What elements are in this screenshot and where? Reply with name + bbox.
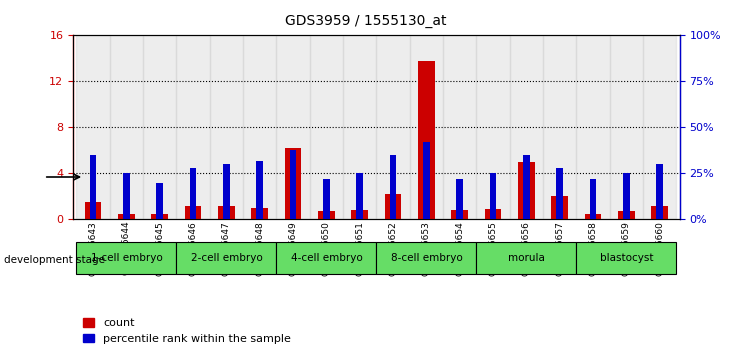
Bar bbox=[623, 173, 630, 219]
Bar bbox=[318, 211, 335, 219]
Bar bbox=[123, 173, 130, 219]
Bar bbox=[289, 149, 297, 219]
Bar bbox=[477, 242, 577, 274]
Bar bbox=[510, 35, 543, 219]
Bar bbox=[223, 164, 230, 219]
Bar bbox=[376, 35, 410, 219]
Bar bbox=[485, 209, 501, 219]
Bar bbox=[577, 242, 676, 274]
Bar bbox=[610, 35, 643, 219]
Text: 2-cell embryo: 2-cell embryo bbox=[191, 253, 262, 263]
Bar bbox=[310, 35, 343, 219]
Bar bbox=[285, 148, 301, 219]
Bar bbox=[357, 173, 363, 219]
Bar bbox=[90, 155, 96, 219]
Bar bbox=[85, 202, 102, 219]
Bar bbox=[251, 208, 268, 219]
Bar bbox=[385, 194, 401, 219]
Bar bbox=[651, 206, 668, 219]
Bar bbox=[477, 35, 510, 219]
Text: GDS3959 / 1555130_at: GDS3959 / 1555130_at bbox=[285, 14, 446, 28]
Bar bbox=[443, 35, 477, 219]
Bar bbox=[151, 214, 168, 219]
Bar bbox=[577, 35, 610, 219]
Bar bbox=[376, 242, 477, 274]
Bar bbox=[77, 242, 176, 274]
Bar bbox=[410, 35, 443, 219]
Bar bbox=[643, 35, 676, 219]
Bar bbox=[176, 242, 276, 274]
Text: 4-cell embryo: 4-cell embryo bbox=[291, 253, 363, 263]
Bar bbox=[110, 35, 143, 219]
Bar bbox=[77, 35, 110, 219]
Bar bbox=[551, 196, 568, 219]
Bar bbox=[276, 35, 310, 219]
Bar bbox=[118, 214, 135, 219]
Bar bbox=[243, 35, 276, 219]
Bar bbox=[390, 155, 396, 219]
Bar bbox=[423, 142, 430, 219]
Bar bbox=[418, 61, 435, 219]
Bar bbox=[656, 164, 663, 219]
Bar bbox=[585, 214, 602, 219]
Bar bbox=[556, 168, 563, 219]
Legend: count, percentile rank within the sample: count, percentile rank within the sample bbox=[79, 314, 295, 348]
Text: 8-cell embryo: 8-cell embryo bbox=[390, 253, 462, 263]
Bar bbox=[456, 179, 463, 219]
Bar bbox=[543, 35, 577, 219]
Bar bbox=[185, 206, 202, 219]
Bar bbox=[276, 242, 376, 274]
Bar bbox=[156, 183, 163, 219]
Bar bbox=[590, 179, 596, 219]
Text: development stage: development stage bbox=[4, 255, 105, 265]
Bar bbox=[218, 206, 235, 219]
Bar bbox=[518, 162, 535, 219]
Bar bbox=[190, 168, 197, 219]
Text: blastocyst: blastocyst bbox=[599, 253, 654, 263]
Bar bbox=[143, 35, 176, 219]
Bar bbox=[210, 35, 243, 219]
Bar bbox=[352, 210, 368, 219]
Bar bbox=[523, 155, 530, 219]
Bar bbox=[257, 161, 263, 219]
Bar bbox=[490, 173, 496, 219]
Bar bbox=[343, 35, 376, 219]
Bar bbox=[452, 210, 468, 219]
Bar bbox=[618, 211, 635, 219]
Bar bbox=[323, 179, 330, 219]
Bar bbox=[176, 35, 210, 219]
Text: morula: morula bbox=[508, 253, 545, 263]
Text: 1-cell embryo: 1-cell embryo bbox=[91, 253, 162, 263]
